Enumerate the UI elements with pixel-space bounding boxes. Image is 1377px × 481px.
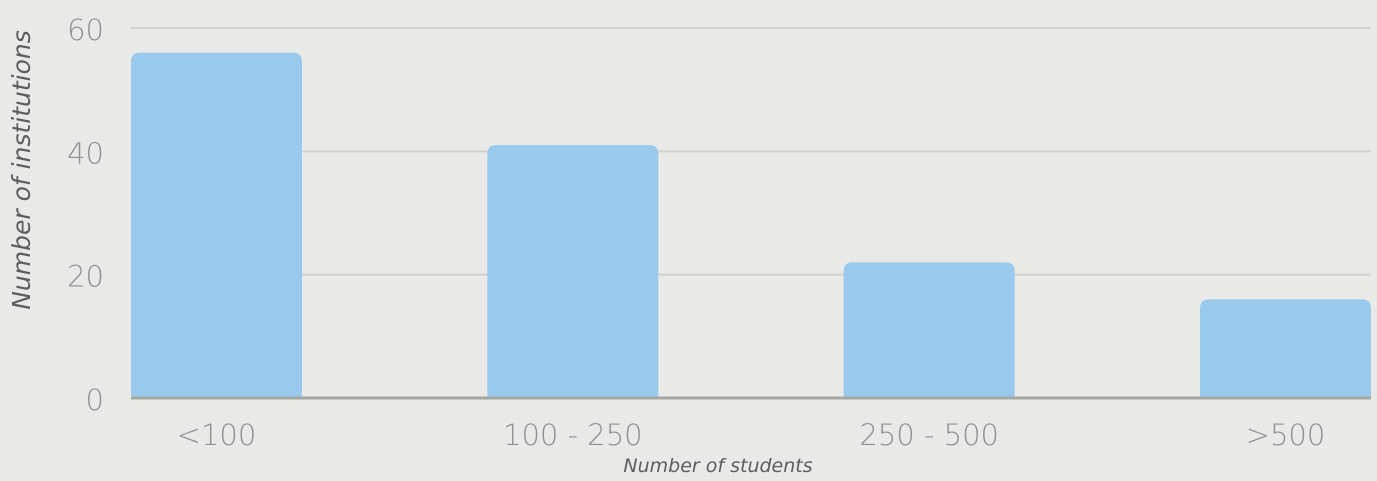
x-tick-label: 250 - 500 bbox=[859, 418, 999, 452]
bar-1 bbox=[131, 52, 302, 399]
y-tick-label: 60 bbox=[67, 13, 104, 47]
x-axis-title: Number of students bbox=[623, 455, 812, 477]
bars bbox=[131, 52, 1371, 399]
x-axis-ticks: <100 100 - 250 250 - 500 >500 bbox=[177, 418, 1326, 452]
y-tick-label: 40 bbox=[67, 136, 104, 170]
y-tick-label: 0 bbox=[86, 383, 104, 417]
grid-lines bbox=[131, 27, 1371, 276]
bar-3 bbox=[843, 262, 1015, 398]
y-axis-ticks: 0 20 40 60 bbox=[67, 13, 104, 417]
bar-4 bbox=[1200, 299, 1371, 398]
x-tick-label: 100 - 250 bbox=[503, 418, 643, 452]
x-tick-label: >500 bbox=[1246, 418, 1326, 452]
y-tick-label: 20 bbox=[67, 260, 104, 294]
bar-2 bbox=[487, 145, 659, 398]
x-tick-label: <100 bbox=[177, 418, 257, 452]
y-axis-title: Number of institutions bbox=[7, 30, 36, 310]
